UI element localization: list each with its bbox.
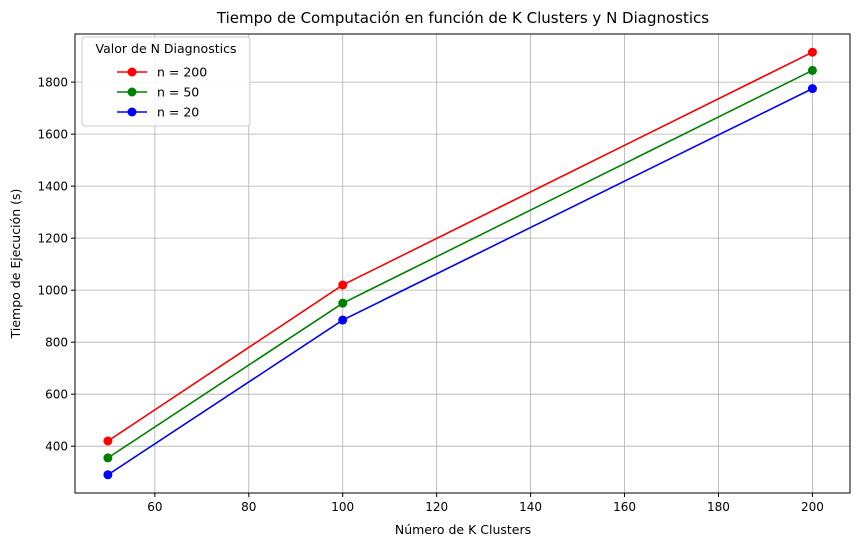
- data-point: [338, 298, 348, 308]
- data-point: [338, 280, 348, 290]
- data-point: [338, 315, 348, 325]
- x-tick-label: 80: [241, 500, 256, 514]
- plot-frame: [74, 33, 851, 494]
- x-tick-label: 160: [613, 500, 636, 514]
- data-point: [103, 470, 113, 480]
- chart-title: Tiempo de Computación en función de K Cl…: [216, 9, 709, 27]
- y-tick-label: 800: [45, 336, 68, 350]
- data-point: [103, 436, 113, 446]
- legend-label: n = 200: [157, 65, 207, 80]
- data-point: [103, 453, 113, 463]
- data-point: [807, 47, 817, 57]
- legend-label: n = 20: [157, 105, 199, 120]
- legend-swatch-marker: [127, 87, 137, 97]
- y-tick-label: 600: [45, 388, 68, 402]
- data-point: [807, 84, 817, 94]
- legend-swatch-marker: [127, 107, 137, 117]
- x-tick-label: 120: [425, 500, 448, 514]
- x-tick-label: 200: [801, 500, 824, 514]
- axis-ticks: 60 80 100 120 140 160 180 200 400 600 800 1000 1200 1…: [37, 76, 823, 514]
- legend-entries: n = 200 n = 50 n = 20: [117, 65, 207, 120]
- legend-label: n = 50: [157, 85, 199, 100]
- x-axis-label: Número de K Clusters: [395, 522, 531, 537]
- legend-swatch-marker: [127, 67, 137, 77]
- y-tick-label: 400: [45, 440, 68, 454]
- y-tick-label: 1600: [37, 128, 68, 142]
- legend-box: [81, 36, 251, 127]
- y-tick-label: 1200: [37, 232, 68, 246]
- y-axis-label: Tiempo de Ejecución (s): [8, 189, 23, 340]
- data-point: [807, 65, 817, 75]
- y-tick-label: 1400: [37, 180, 68, 194]
- grid: [75, 34, 850, 493]
- y-tick-label: 1000: [37, 284, 68, 298]
- x-tick-label: 180: [707, 500, 730, 514]
- series-points: [103, 47, 817, 480]
- legend-title: Valor de N Diagnostics: [96, 41, 237, 56]
- x-tick-label: 140: [519, 500, 542, 514]
- x-tick-label: 60: [147, 500, 162, 514]
- x-tick-label: 100: [331, 500, 354, 514]
- y-tick-label: 1800: [37, 76, 68, 90]
